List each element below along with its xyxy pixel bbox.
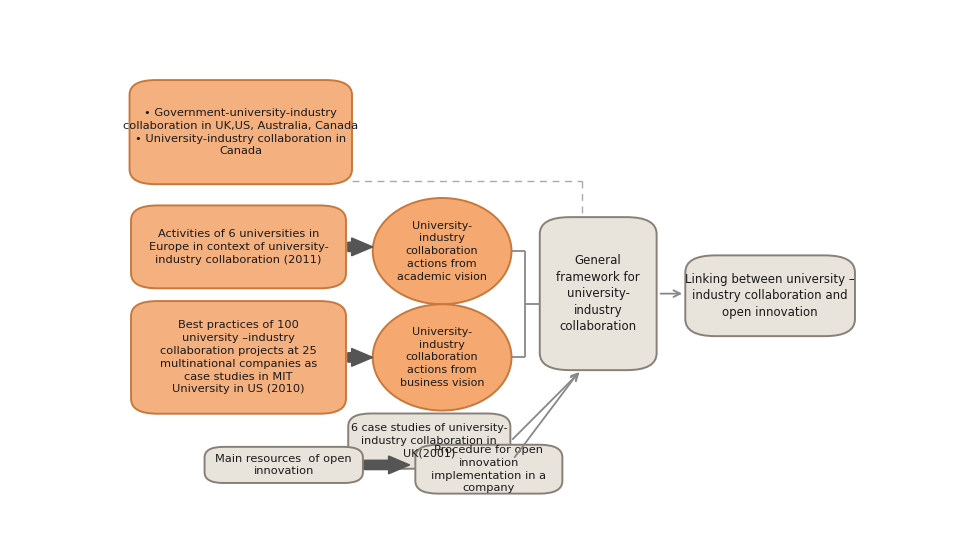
Text: Best practices of 100
university –industry
collaboration projects at 25
multinat: Best practices of 100 university –indust… bbox=[160, 320, 317, 394]
FancyBboxPatch shape bbox=[348, 413, 511, 469]
FancyBboxPatch shape bbox=[131, 301, 346, 413]
FancyBboxPatch shape bbox=[415, 445, 562, 493]
Polygon shape bbox=[348, 238, 373, 256]
Text: Main resources  of open
innovation: Main resources of open innovation bbox=[215, 454, 352, 476]
FancyBboxPatch shape bbox=[685, 256, 855, 336]
Text: General
framework for
university-
industry
collaboration: General framework for university- indust… bbox=[557, 254, 640, 333]
Text: University-
industry
collaboration
actions from
business vision: University- industry collaboration actio… bbox=[400, 327, 485, 388]
Text: University-
industry
collaboration
actions from
academic vision: University- industry collaboration actio… bbox=[397, 221, 487, 282]
Text: Linking between university –
industry collaboration and
open innovation: Linking between university – industry co… bbox=[685, 273, 855, 319]
FancyBboxPatch shape bbox=[131, 205, 346, 288]
FancyBboxPatch shape bbox=[129, 80, 352, 184]
FancyBboxPatch shape bbox=[204, 447, 363, 483]
Text: • Government-university-industry
collaboration in UK,US, Australia, Canada
• Uni: • Government-university-industry collabo… bbox=[124, 108, 358, 156]
Text: Activities of 6 universities in
Europe in context of university-
industry collab: Activities of 6 universities in Europe i… bbox=[149, 229, 328, 264]
Polygon shape bbox=[365, 456, 410, 474]
Text: 6 case studies of university-
industry collaboration in
UK(2001): 6 case studies of university- industry c… bbox=[351, 423, 508, 459]
Text: Procedure for open
innovation
implementation in a
company: Procedure for open innovation implementa… bbox=[431, 445, 547, 493]
Ellipse shape bbox=[373, 198, 512, 304]
Ellipse shape bbox=[373, 304, 512, 411]
FancyBboxPatch shape bbox=[540, 217, 657, 370]
Polygon shape bbox=[348, 348, 373, 367]
